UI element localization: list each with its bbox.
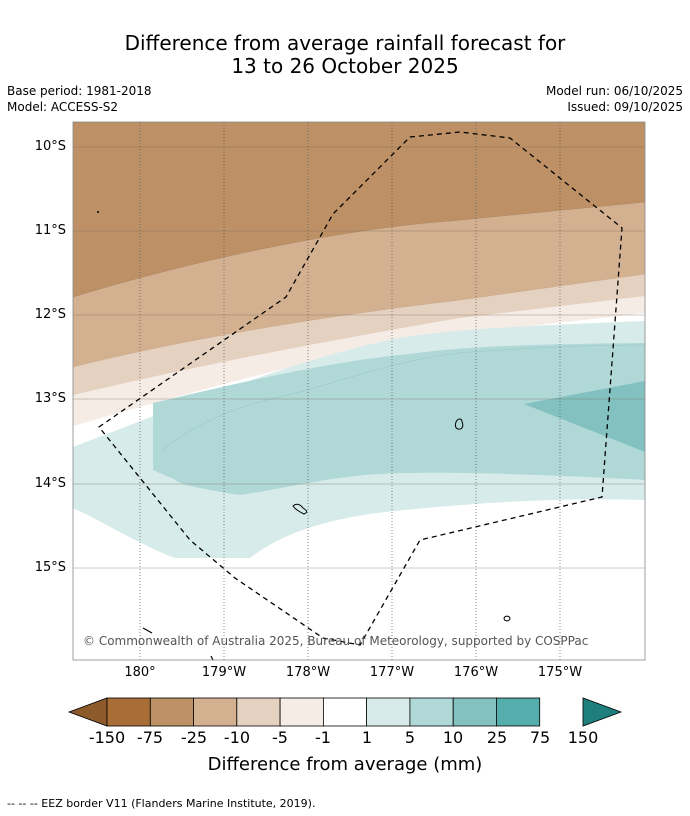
copyright-notice: © Commonwealth of Australia 2025, Bureau…	[83, 634, 589, 648]
colorbar-segment	[409, 697, 454, 727]
lon-label-179w: 179°W	[201, 665, 247, 680]
colorbar-segment	[279, 697, 324, 727]
lat-label-12s: 12°S	[34, 307, 66, 322]
colorbar-segment	[106, 697, 151, 727]
lat-label-10s: 10°S	[34, 139, 66, 154]
cbar-tick: -10	[223, 728, 251, 747]
issued-date: Issued: 09/10/2025	[567, 100, 683, 114]
model-name: Model: ACCESS-S2	[7, 100, 119, 114]
base-period: Base period: 1981-2018	[7, 84, 152, 98]
cbar-tick: 150	[567, 728, 599, 747]
island-4	[97, 211, 99, 213]
cbar-tick: -75	[136, 728, 164, 747]
eez-border	[98, 131, 623, 646]
eez-footnote: -- -- -- EEZ border V11 (Flanders Marine…	[7, 797, 316, 810]
cbar-tick: 5	[404, 728, 416, 747]
cbar-tick: -1	[315, 728, 331, 747]
colorbar-segment	[236, 697, 281, 727]
lon-label-175w: 175°W	[537, 665, 583, 680]
cbar-tick: -5	[272, 728, 288, 747]
band-wet-10-25	[162, 345, 645, 494]
lat-label-11s: 11°S	[34, 223, 66, 238]
cbar-tick: 10	[442, 728, 464, 747]
map-title-line2: 13 to 26 October 2025	[231, 54, 459, 78]
colorbar-segment	[452, 697, 497, 727]
lon-label-178w: 178°W	[285, 665, 331, 680]
colorbar-arrow-high	[582, 697, 623, 727]
colorbar-segment	[366, 697, 411, 727]
model-run: Model run: 06/10/2025	[545, 84, 683, 98]
island-3	[503, 615, 511, 622]
island-1	[454, 418, 464, 430]
latitude-gridlines	[73, 146, 645, 569]
colorbar-segment	[322, 697, 368, 727]
island-2	[292, 503, 308, 515]
lon-label-180: 180°	[124, 665, 156, 680]
lon-label-176w: 176°W	[453, 665, 499, 680]
colorbar-arrow-low	[67, 697, 108, 727]
map-frame	[72, 121, 646, 661]
colorbar-segment	[193, 697, 238, 727]
lat-label-15s: 15°S	[34, 560, 66, 575]
cbar-tick: 25	[486, 728, 508, 747]
lat-label-13s: 13°S	[34, 391, 66, 406]
colorbar-segment	[495, 697, 541, 727]
lat-label-14s: 14°S	[34, 476, 66, 491]
lon-label-177w: 177°W	[369, 665, 415, 680]
colorbar	[67, 697, 623, 727]
map-title-line1: Difference from average rainfall forecas…	[124, 31, 566, 55]
colorbar-segment	[149, 697, 195, 727]
cbar-tick: 75	[529, 728, 551, 747]
cbar-tick: 1	[361, 728, 373, 747]
cbar-tick: -150	[88, 728, 126, 747]
colorbar-label: Difference from average (mm)	[207, 754, 483, 775]
cbar-tick: -25	[180, 728, 208, 747]
